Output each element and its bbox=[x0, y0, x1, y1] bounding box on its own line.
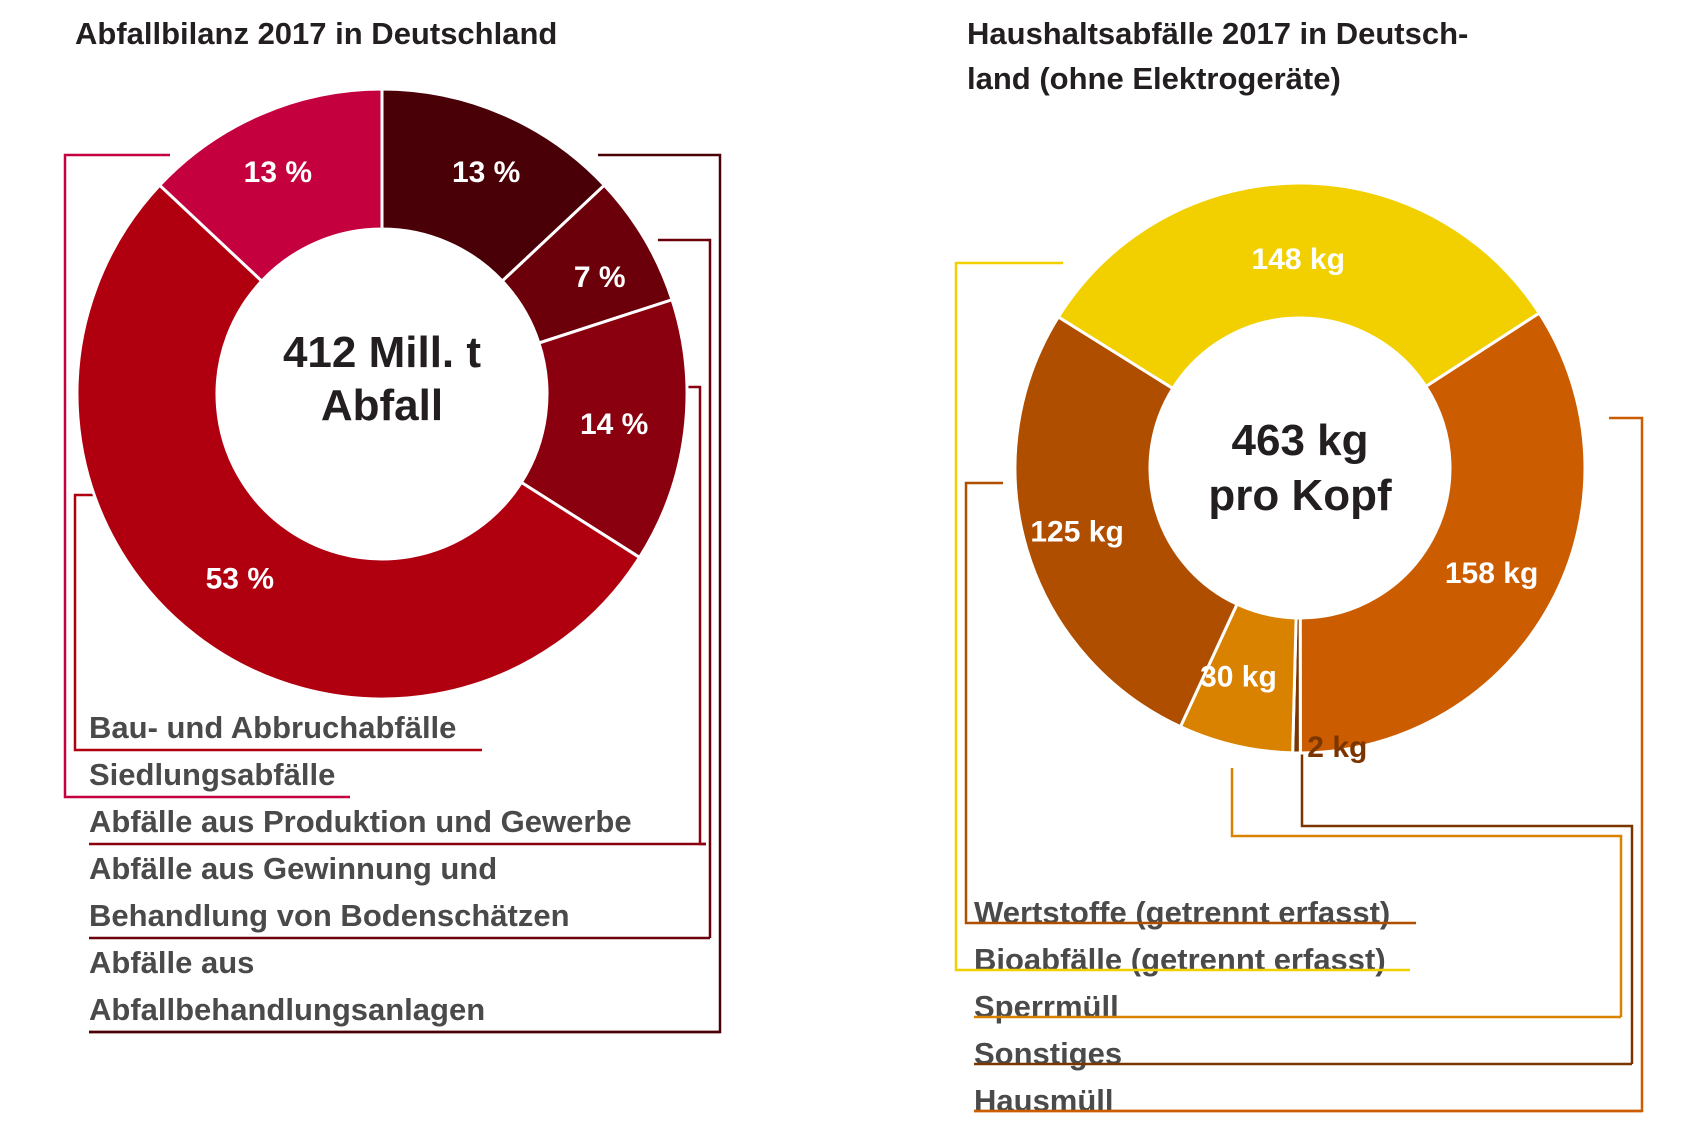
donut-segment-2 bbox=[1298, 311, 1587, 755]
chart-title-waste-balance: Abfallbilanz 2017 in Deutschland bbox=[75, 16, 557, 51]
connector-production bbox=[686, 385, 706, 846]
value-label-5: 125 kg bbox=[1030, 515, 1123, 548]
value-label-5: 13 % bbox=[244, 156, 312, 189]
legend-connectors bbox=[954, 261, 1644, 1113]
legend-entry-5: Hausmüll bbox=[974, 1083, 1114, 1118]
legend-entry-4: Sonstiges bbox=[974, 1036, 1122, 1071]
center-label-line2: pro Kopf bbox=[1208, 471, 1392, 520]
connector-biowaste bbox=[954, 261, 1063, 972]
donut-segment-1 bbox=[1056, 181, 1542, 391]
connector-mining bbox=[658, 238, 712, 938]
center-label-line2: Abfall bbox=[321, 381, 443, 430]
legend-entry-1: Bau- und Abbruchabfälle bbox=[89, 710, 456, 745]
value-label-4: 53 % bbox=[206, 562, 274, 595]
legend-entry-5: Abfallbehandlungsanlagen bbox=[89, 992, 485, 1027]
value-labels: 13 % 7 % 14 % 53 % 13 % bbox=[206, 156, 649, 595]
donut-segment-5 bbox=[1013, 314, 1240, 729]
donut-segment-5 bbox=[157, 87, 384, 284]
value-label-4: 30 kg bbox=[1200, 660, 1277, 693]
legend-entry-4: Behandlung von Bodenschätzen bbox=[89, 898, 570, 933]
donut-segment-4 bbox=[75, 183, 642, 701]
value-label-1: 13 % bbox=[452, 156, 520, 189]
household-waste-chart: Haushaltsabfälle 2017 in Deutsch- land (… bbox=[954, 16, 1644, 1118]
legend-entry-2: Bioabfälle (getrennt erfasst) bbox=[974, 942, 1386, 977]
value-label-3: 14 % bbox=[580, 408, 648, 441]
legend-entry-4: Abfälle aus Gewinnung und bbox=[89, 851, 497, 886]
legend-entry-3: Abfälle aus Produktion und Gewerbe bbox=[89, 804, 632, 839]
waste-balance-chart: Abfallbilanz 2017 in Deutschland 13 % 7 %… bbox=[63, 16, 722, 1034]
value-label-2: 7 % bbox=[574, 261, 626, 294]
value-label-3: 2 kg bbox=[1307, 731, 1367, 764]
legend: Bau- und Abbruchabfälle Siedlungsabfälle A… bbox=[89, 710, 720, 1034]
donut-segments bbox=[75, 87, 689, 701]
center-label-line1: 463 kg bbox=[1232, 416, 1369, 465]
value-label-1: 148 kg bbox=[1252, 243, 1345, 276]
connector-recyclables bbox=[964, 481, 1003, 925]
center-label-line1: 412 Mill. t bbox=[283, 328, 481, 377]
legend: Wertstoffe (getrennt erfasst) Bioabfälle … bbox=[974, 895, 1642, 1118]
value-label-2: 158 kg bbox=[1445, 557, 1538, 590]
donut-segments bbox=[1013, 181, 1587, 755]
connector-municipal bbox=[63, 153, 170, 799]
connector-construction bbox=[73, 493, 105, 752]
value-labels: 148 kg 158 kg 2 kg 30 kg 125 kg bbox=[1030, 243, 1538, 764]
donut-segment-3 bbox=[519, 297, 689, 560]
legend-entry-2: Siedlungsabfälle bbox=[89, 757, 335, 792]
legend-entry-5: Abfälle aus bbox=[89, 945, 254, 980]
legend-entry-3: Sperrmüll bbox=[974, 989, 1119, 1024]
legend-entry-1: Wertstoffe (getrennt erfasst) bbox=[974, 895, 1390, 930]
chart-title-household-waste-line2: land (ohne Elektrogeräte) bbox=[967, 61, 1341, 96]
chart-title-household-waste-line1: Haushaltsabfälle 2017 in Deutsch- bbox=[967, 16, 1468, 51]
connector-bulky bbox=[1230, 768, 1623, 1017]
donut-segment-1 bbox=[380, 87, 607, 284]
